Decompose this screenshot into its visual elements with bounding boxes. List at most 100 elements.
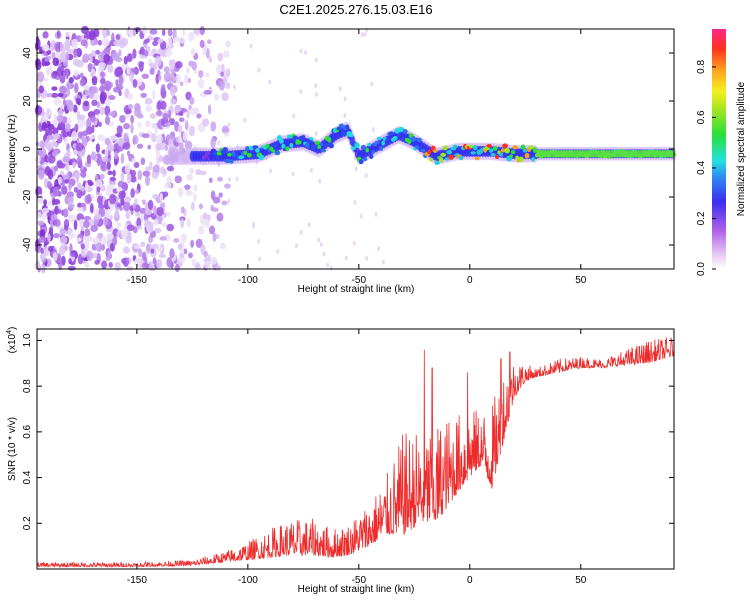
colorbar-tick-label: 0.4 bbox=[696, 161, 707, 175]
noise-blob bbox=[164, 144, 169, 152]
ridge-cell bbox=[224, 158, 231, 164]
noise-blob bbox=[114, 67, 122, 78]
noise-blob bbox=[51, 86, 58, 91]
noise-blob bbox=[54, 142, 59, 148]
noise-blob bbox=[54, 165, 59, 172]
noise-blob bbox=[53, 232, 61, 239]
noise-blob bbox=[89, 115, 96, 123]
noise-blob bbox=[57, 92, 64, 98]
noise-blob bbox=[71, 38, 79, 50]
ridge-cell bbox=[243, 150, 248, 155]
noise-blob bbox=[127, 93, 134, 101]
noise-blob bbox=[139, 207, 147, 214]
ridge-cell bbox=[406, 138, 412, 144]
noise-blob bbox=[158, 253, 166, 259]
ridge-cell bbox=[522, 148, 528, 153]
noise-blob bbox=[257, 238, 261, 244]
noise-blob bbox=[37, 220, 45, 226]
noise-blob bbox=[62, 208, 69, 218]
noise-blob bbox=[171, 69, 176, 75]
noise-blob bbox=[43, 199, 47, 206]
spectrogram-y-tick-label: 20 bbox=[22, 95, 33, 107]
noise-blob bbox=[162, 112, 169, 120]
noise-blob bbox=[353, 199, 357, 205]
noise-blob bbox=[175, 60, 183, 69]
noise-blob bbox=[168, 59, 173, 68]
noise-blob bbox=[149, 29, 158, 35]
noise-blob bbox=[118, 190, 125, 200]
noise-blob bbox=[164, 122, 171, 128]
noise-blob bbox=[133, 161, 140, 169]
noise-blob bbox=[218, 80, 226, 91]
noise-blob bbox=[165, 48, 173, 57]
noise-blob bbox=[94, 259, 100, 265]
spectrogram-panel: -150 -100 -50 0 50 -40 -20 0 20 40 Height of str… bbox=[7, 25, 677, 295]
ridge-cell bbox=[367, 142, 372, 147]
noise-blob bbox=[162, 191, 169, 198]
noise-blob bbox=[109, 215, 113, 221]
noise-blob bbox=[145, 207, 149, 215]
noise-blob bbox=[99, 106, 105, 116]
spectrogram-y-tick-label: -40 bbox=[22, 237, 33, 252]
noise-blob bbox=[103, 80, 112, 91]
noise-blob bbox=[167, 36, 173, 48]
noise-blob bbox=[109, 176, 117, 182]
noise-blob bbox=[112, 169, 116, 177]
snr-y-tick-label: 0.6 bbox=[22, 424, 33, 438]
noise-blob bbox=[152, 164, 160, 173]
noise-blob bbox=[153, 227, 162, 234]
noise-blob bbox=[219, 242, 227, 250]
ridge-cell bbox=[289, 142, 294, 148]
noise-blob bbox=[344, 255, 348, 261]
noise-blob bbox=[160, 222, 168, 227]
noise-blob bbox=[189, 96, 195, 105]
noise-blob bbox=[93, 108, 101, 115]
noise-blob bbox=[57, 66, 62, 77]
noise-blob bbox=[182, 131, 188, 142]
noise-blob bbox=[88, 29, 96, 41]
noise-blob bbox=[84, 261, 90, 269]
noise-blob bbox=[67, 265, 76, 271]
noise-blob bbox=[93, 92, 100, 101]
ridge-cell bbox=[350, 146, 356, 151]
noise-blob bbox=[80, 39, 88, 47]
spectrogram-y-ticks: -40 -20 0 20 40 bbox=[22, 47, 674, 252]
ridge-cell bbox=[509, 154, 514, 159]
noise-blob bbox=[152, 40, 159, 47]
noise-blob bbox=[193, 184, 198, 192]
noise-blob bbox=[202, 118, 210, 127]
noise-blob bbox=[206, 214, 211, 222]
ridge-cell bbox=[486, 143, 492, 148]
noise-blob bbox=[175, 74, 181, 85]
noise-blob bbox=[223, 50, 230, 58]
noise-blob bbox=[210, 190, 216, 200]
noise-blob bbox=[65, 51, 70, 61]
noise-blob bbox=[107, 145, 115, 151]
noise-blob bbox=[51, 150, 58, 158]
noise-blob bbox=[155, 134, 163, 144]
noise-blob bbox=[45, 128, 53, 137]
noise-blob bbox=[126, 65, 131, 75]
noise-blob bbox=[100, 185, 106, 192]
noise-blob bbox=[50, 214, 58, 221]
noise-blob bbox=[125, 211, 131, 220]
noise-blob bbox=[177, 187, 184, 198]
noise-blob bbox=[89, 219, 94, 227]
noise-blob bbox=[76, 189, 83, 199]
noise-blob bbox=[147, 144, 152, 150]
noise-blob bbox=[276, 249, 280, 255]
ridge-cell bbox=[398, 126, 405, 133]
noise-blob bbox=[65, 161, 70, 172]
noise-blob bbox=[104, 115, 110, 125]
noise-blob bbox=[64, 195, 71, 205]
noise-blob bbox=[48, 245, 54, 252]
noise-blob bbox=[112, 86, 121, 93]
colorbar-tick-label: 0.2 bbox=[696, 211, 707, 225]
noise-blob bbox=[136, 217, 142, 228]
noise-blob bbox=[370, 81, 374, 87]
noise-blob bbox=[235, 176, 239, 182]
noise-blob bbox=[140, 157, 146, 166]
noise-blob bbox=[80, 171, 87, 178]
snr-y-axis-label: SNR (10 * v/v) bbox=[7, 417, 18, 481]
noise-blob bbox=[49, 218, 55, 228]
